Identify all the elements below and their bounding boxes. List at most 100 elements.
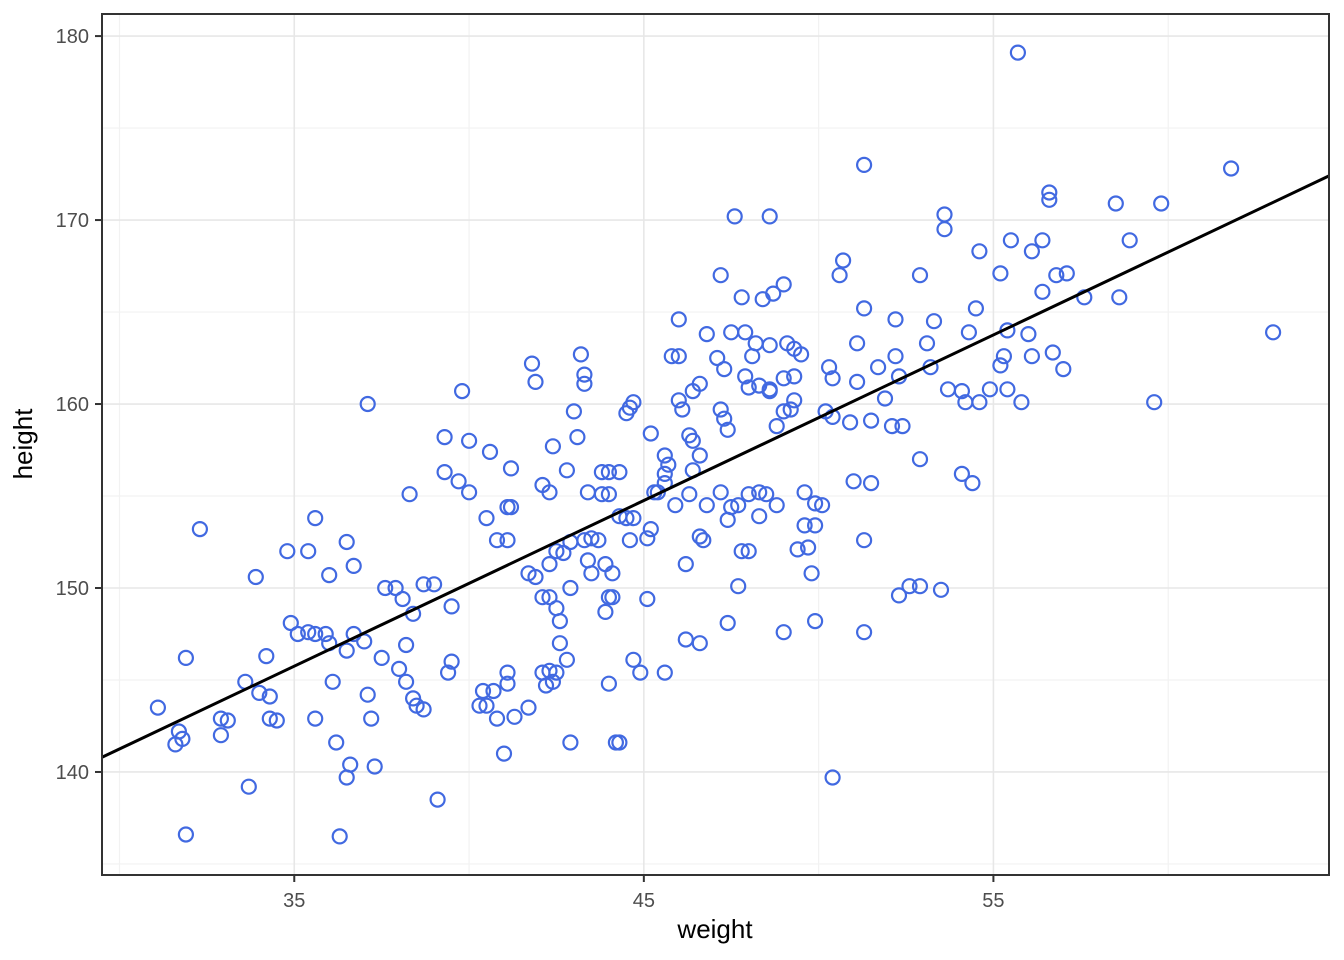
data-point: [328, 734, 345, 751]
data-point: [1023, 243, 1041, 260]
data-point: [191, 520, 208, 538]
data-point: [723, 499, 740, 516]
data-point: [520, 699, 537, 716]
data-point: [820, 359, 838, 376]
data-point: [597, 555, 614, 573]
data-point: [454, 383, 471, 400]
data-point: [621, 532, 639, 549]
data-point: [579, 484, 597, 501]
data-point: [761, 381, 778, 398]
data-point: [177, 826, 194, 843]
data-point: [600, 464, 618, 481]
data-point: [768, 497, 785, 514]
data-point: [307, 710, 324, 727]
data-point: [258, 647, 275, 665]
data-point: [841, 414, 859, 431]
panel-border: [101, 13, 1330, 876]
data-point: [261, 688, 278, 705]
data-point: [712, 267, 729, 284]
data-point: [558, 651, 576, 668]
data-point: [768, 418, 785, 435]
data-point: [1034, 232, 1051, 249]
data-point: [401, 486, 418, 503]
data-point: [551, 612, 569, 630]
data-point: [579, 552, 597, 569]
y-tick-label: 170: [56, 210, 89, 232]
data-point: [737, 368, 754, 385]
data-point: [663, 348, 680, 365]
data-point: [551, 635, 569, 652]
data-point: [831, 267, 848, 284]
data-point: [541, 662, 558, 679]
data-point: [911, 451, 929, 468]
data-point: [461, 432, 478, 449]
data-point: [845, 473, 862, 490]
data-point: [677, 631, 694, 648]
data-point: [740, 486, 757, 503]
data-point: [1121, 232, 1138, 249]
data-point: [953, 465, 971, 482]
data-point: [674, 401, 691, 418]
data-point: [855, 532, 873, 549]
data-point: [317, 625, 334, 643]
data-point: [723, 324, 740, 341]
data-point: [436, 464, 453, 481]
data-point: [901, 578, 918, 595]
data-point: [782, 401, 799, 418]
data-point: [639, 590, 656, 608]
data-point: [642, 425, 659, 442]
data-point: [576, 375, 593, 392]
data-point: [429, 791, 446, 808]
data-point: [691, 528, 708, 545]
data-point: [730, 497, 747, 514]
data-point: [300, 624, 317, 641]
data-point: [436, 429, 453, 446]
data-point: [775, 624, 792, 641]
data-point: [604, 589, 621, 606]
data-point: [726, 208, 743, 225]
data-point: [667, 497, 684, 514]
data-point: [806, 495, 824, 512]
data-point: [971, 394, 988, 411]
data-point: [716, 410, 733, 427]
data-point: [670, 311, 687, 328]
data-point: [590, 532, 607, 549]
data-point: [684, 432, 701, 449]
data-point: [775, 276, 792, 293]
data-point: [450, 473, 467, 490]
data-point: [1111, 289, 1128, 306]
data-point: [786, 368, 803, 385]
data-point: [824, 370, 841, 387]
data-point: [548, 664, 565, 681]
data-point: [219, 712, 236, 729]
data-point: [321, 566, 338, 584]
data-point: [338, 769, 355, 786]
data-point: [803, 565, 820, 582]
data-point: [1048, 267, 1065, 284]
data-point: [855, 156, 873, 173]
data-point: [894, 418, 911, 435]
data-point: [911, 267, 929, 284]
data-point: [730, 578, 747, 595]
data-point: [331, 828, 348, 845]
data-point: [474, 682, 492, 700]
minor-gridlines: [102, 14, 1329, 875]
data-point: [307, 509, 324, 527]
data-point: [639, 530, 656, 547]
data-point: [656, 664, 673, 681]
data-point: [992, 357, 1009, 374]
data-point: [443, 653, 460, 670]
data-point: [426, 576, 443, 593]
data-point: [747, 335, 764, 352]
data-point: [366, 758, 383, 775]
data-point: [583, 565, 600, 582]
data-point: [562, 734, 579, 751]
data-point: [1041, 191, 1058, 208]
data-point: [1107, 195, 1124, 212]
data-point: [1009, 44, 1027, 61]
data-point: [461, 484, 478, 501]
data-point: [541, 484, 558, 501]
data-point: [212, 710, 229, 727]
data-point: [338, 533, 355, 551]
